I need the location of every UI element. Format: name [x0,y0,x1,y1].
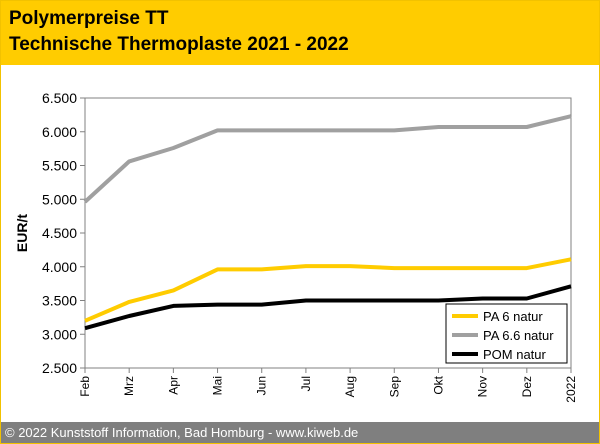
y-tick-label: 5.000 [42,191,77,207]
y-axis-label: EUR/t [14,214,30,252]
x-tick-label: Mrz [122,376,136,396]
x-tick-label: Mai [211,376,225,395]
legend-label: POM natur [483,347,547,362]
chart-subtitle: Technische Thermoplaste 2021 - 2022 [9,34,349,55]
series-lines [83,114,572,331]
y-tick-label: 6.000 [42,124,77,140]
x-axis-ticks: Feb Mrz Apr Mai Jun Jul Aug Sep Okt Nov Dez 2022 [78,368,578,403]
y-tick-label: 4.000 [42,259,77,275]
legend-label: PA 6 natur [483,309,543,324]
x-tick-label: Okt [431,375,445,394]
legend: PA 6 natur PA 6.6 natur POM natur [445,303,568,364]
x-tick-label: Apr [166,376,180,395]
series-line-1 [84,257,572,323]
header-bar: Polymerpreise TT Technische Thermoplaste… [1,1,599,65]
series-line-3 [84,284,572,331]
y-tick-label: 5.500 [42,158,77,174]
series-line-2 [83,114,572,204]
x-tick-label: Feb [78,376,92,397]
x-tick-label: Nov [476,376,490,397]
y-tick-label: 4.500 [42,225,77,241]
x-tick-label: Dez [520,376,534,397]
y-axis-ticks: 2.500 3.000 3.500 4.000 4.500 5.000 5.500 6.000… [42,90,85,376]
line-chart: 2.500 3.000 3.500 4.000 4.500 5.000 5.500 6.000… [14,90,578,403]
x-tick-label: Jun [255,376,269,395]
y-tick-label: 3.000 [42,326,77,342]
x-tick-label: Jul [299,376,313,391]
x-tick-label: 2022 [564,376,578,403]
copyright-text: © 2022 Kunststoff Information, Bad Hombu… [5,425,359,440]
y-tick-label: 2.500 [42,360,77,376]
y-tick-label: 6.500 [42,90,77,106]
x-tick-label: Aug [343,376,357,397]
legend-label: PA 6.6 natur [483,328,554,343]
chart-title: Polymerpreise TT [9,8,169,29]
y-tick-label: 3.500 [42,293,77,309]
footer-bar: © 2022 Kunststoff Information, Bad Hombu… [1,422,599,443]
x-tick-label: Sep [387,376,401,398]
